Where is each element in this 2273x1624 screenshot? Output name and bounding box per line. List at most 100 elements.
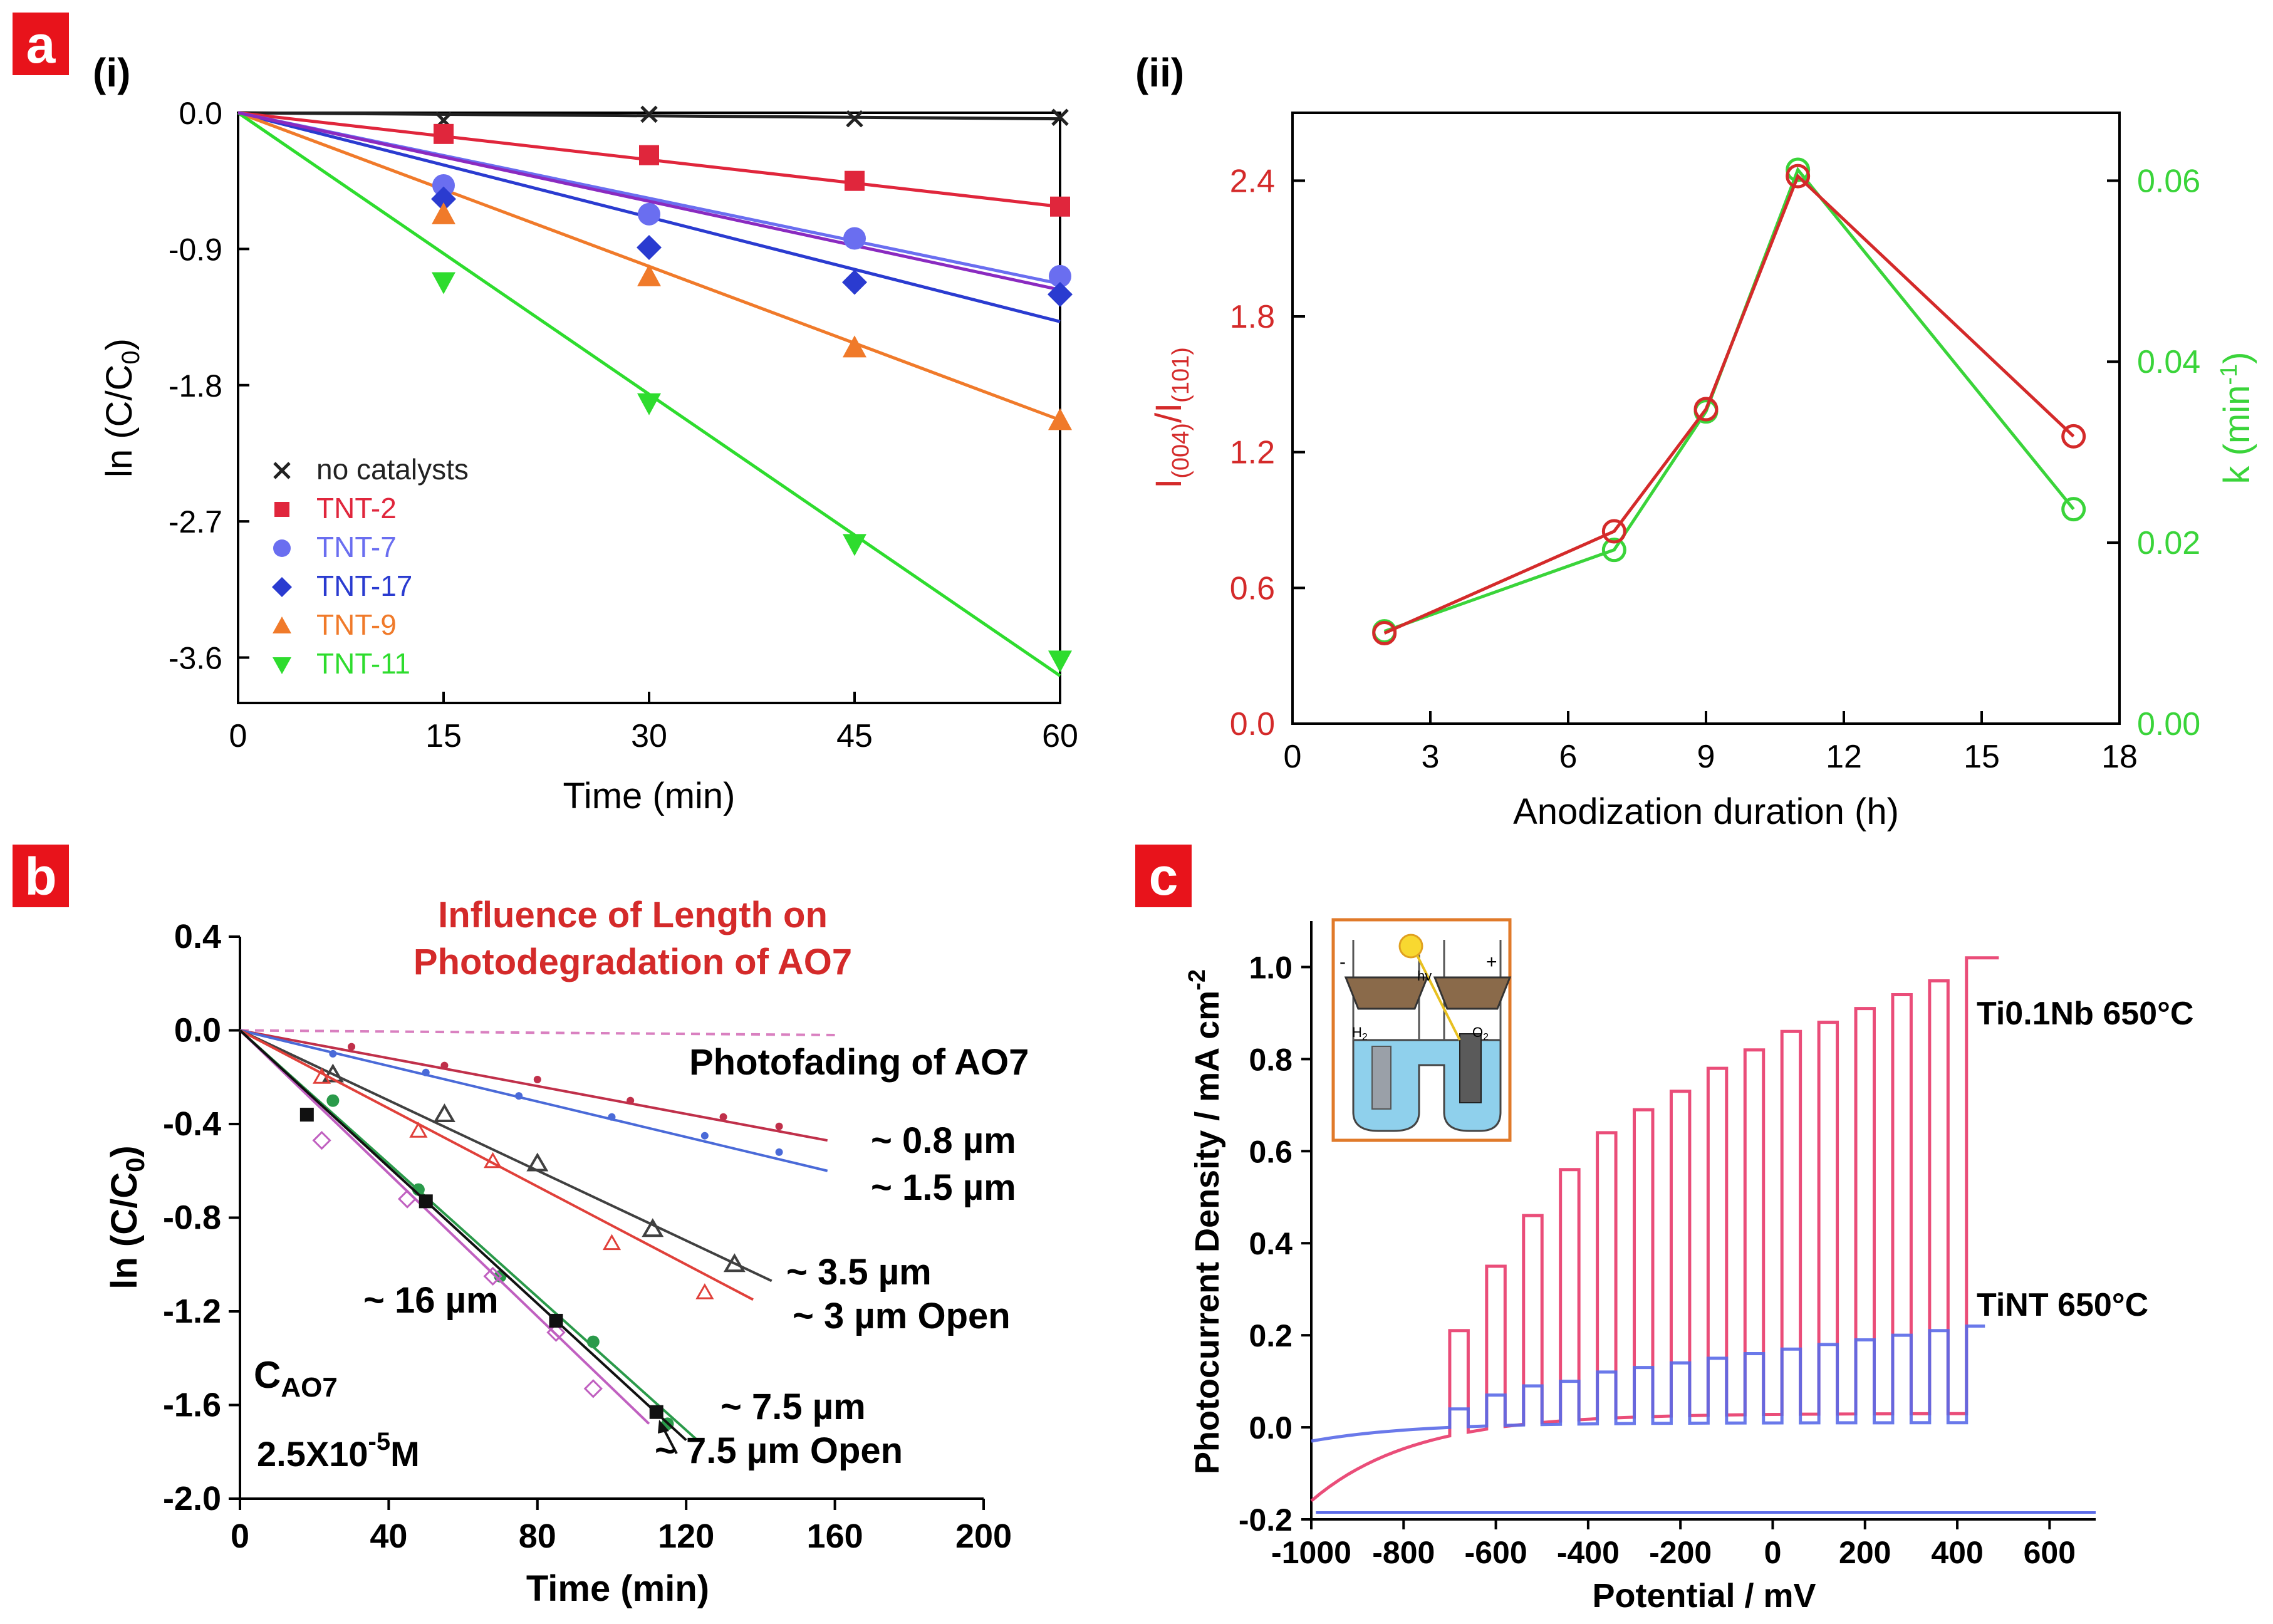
b-xtick-label: 120 — [658, 1517, 714, 1555]
c-inset: - + hv H2 O2 — [1331, 918, 1512, 1142]
panel-b-badge: b — [13, 845, 69, 907]
a-ii-point — [1372, 621, 1397, 646]
a-i-legend-label: TNT-17 — [316, 570, 412, 602]
c-ylabel: Photocurrent Density / mA cm-2 — [1184, 969, 1226, 1474]
b-point — [723, 1253, 746, 1273]
a-i-xtick-label: 0 — [229, 718, 247, 754]
b-ytick-label: 0.0 — [174, 1012, 221, 1049]
b-series-labels: ~ 0.8 µm ~ 1.5 µm ~ 3.5 µm~ 3 µm Open ~ 16 … — [363, 1120, 1016, 1471]
a-ii-ytick-right-label: 0.02 — [2137, 525, 2200, 561]
b-series-label: ~ 3 µm Open — [793, 1296, 1011, 1336]
b-point — [526, 1152, 549, 1172]
c-inset-stopper-right — [1433, 976, 1512, 1010]
c-ytick-label: 0.8 — [1249, 1042, 1293, 1077]
c-xtick-label: 600 — [2024, 1535, 2076, 1570]
a-i-point — [1051, 108, 1069, 127]
a-ii-ticks: 0 3 6 9 12 15 18 0.0 0.6 1.2 1.8 2.4 0.00 0.02 0.04 0.0… — [1230, 163, 2201, 775]
a-ii-series-line — [1383, 167, 2075, 633]
a-i-point — [432, 174, 455, 197]
b-conc-value: 2.5X10-5M — [257, 1428, 420, 1474]
a-ii-ytick-label: 0.0 — [1230, 706, 1275, 742]
c-xtick-label: -800 — [1372, 1535, 1435, 1570]
b-lines — [239, 1029, 835, 1454]
c-series-labels: Ti0.1Nb 650°C TiNT 650°C — [1977, 996, 2193, 1323]
c-ticks: -1000 -800 -600 -400 -200 0 200 400 600-0.20.00.… — [1239, 950, 2076, 1570]
a-i-xtick-label: 45 — [836, 718, 873, 754]
b-series-line — [239, 1029, 699, 1442]
a-i-point — [637, 234, 662, 260]
a-i-point — [434, 123, 454, 144]
b-series-label: ~ 1.5 µm — [871, 1167, 1016, 1208]
a-i-legend-label: no catalysts — [316, 453, 469, 486]
b-point — [586, 1335, 600, 1348]
a-i-ylabel: ln (C/C0) — [99, 338, 145, 477]
a-i-legend-marker — [273, 462, 291, 479]
c-inset-stopper-left — [1344, 976, 1429, 1010]
b-series-label: ~ 7.5 µm — [720, 1387, 866, 1427]
b-point — [775, 1122, 783, 1130]
a-i-point — [1048, 281, 1073, 307]
a-i-point — [1048, 650, 1072, 673]
a-i-point — [637, 393, 661, 415]
c-xtick-label: -1000 — [1271, 1535, 1351, 1570]
c-series-trace — [1311, 1324, 1985, 1443]
a-i-point — [639, 145, 659, 165]
a-i-point — [1049, 264, 1071, 288]
a-i-xtick-label: 30 — [631, 718, 667, 754]
panel-a-ii-sublabel: (ii) — [1135, 50, 1184, 95]
a-i-ytick-label: -3.6 — [169, 641, 222, 676]
a-i-legend-label: TNT-2 — [316, 492, 397, 524]
a-ii-ytick-right-label: 0.06 — [2137, 163, 2200, 199]
a-i-legend-marker — [272, 577, 292, 597]
a-ii-point — [2061, 497, 2086, 522]
panel-a-ii: (ii) 0 3 6 9 12 15 18 0.0 0.6 1.2 1.8 2.4 0.00 0.02 0.… — [1135, 50, 2257, 832]
c-inset-plus: + — [1486, 952, 1497, 972]
b-point — [583, 1379, 603, 1398]
a-ii-ylabel-right: k (min-1) — [2216, 351, 2257, 484]
panel-a-i: (i) 0 15 30 45 60 0.0 -0.9 -1.8 -2.7 -3.6 no cata… — [93, 50, 1078, 816]
c-ytick-label: 0.4 — [1249, 1226, 1293, 1261]
a-i-legend-label: TNT-11 — [316, 647, 410, 680]
b-point — [608, 1113, 616, 1121]
b-ytick-label: -2.0 — [163, 1480, 221, 1517]
b-ylabel: ln (C/C0) — [104, 1145, 150, 1289]
a-ii-xtick-label: 3 — [1422, 739, 1440, 775]
b-ytick-label: -0.4 — [163, 1105, 221, 1143]
panel-a-i-sublabel: (i) — [93, 50, 130, 95]
a-ii-ylabel-left: I(004)/I(101) — [1148, 347, 1194, 489]
c-ytick-label: 0.0 — [1249, 1410, 1293, 1445]
b-point — [433, 1103, 455, 1123]
a-i-point — [432, 272, 455, 294]
a-i-ytick-label: -1.8 — [169, 368, 222, 403]
a-ii-xlabel: Anodization duration (h) — [1513, 791, 1899, 832]
a-ii-point — [1786, 157, 1811, 182]
a-ii-point — [1786, 164, 1811, 189]
b-ytick-label: -0.8 — [163, 1199, 221, 1237]
b-point — [483, 1152, 502, 1169]
c-series-label: Ti0.1Nb 650°C — [1977, 996, 2193, 1032]
c-inset-electrode-left — [1371, 1046, 1391, 1110]
b-point — [419, 1194, 433, 1209]
a-i-xtick-label: 60 — [1042, 718, 1078, 754]
b-point — [549, 1313, 563, 1328]
a-i-point — [638, 202, 660, 226]
panel-c-badge: c — [1135, 845, 1192, 907]
a-ii-xtick-label: 0 — [1284, 739, 1302, 775]
a-i-point — [1048, 408, 1072, 430]
a-i-point — [637, 264, 661, 286]
b-xtick-label: 80 — [519, 1517, 556, 1555]
a-ii-ytick-right-label: 0.00 — [2137, 706, 2200, 742]
c-ytick-label: 0.2 — [1249, 1318, 1293, 1353]
c-xtick-label: 200 — [1839, 1535, 1891, 1570]
c-xtick-label: 400 — [1931, 1535, 1983, 1570]
b-point — [719, 1113, 727, 1121]
c-ytick-label: -0.2 — [1239, 1502, 1293, 1538]
a-ii-series-line — [1383, 173, 2075, 635]
b-ytick-label: -1.2 — [163, 1293, 221, 1330]
b-point — [312, 1131, 331, 1150]
b-title-line2: Photodegradation of AO7 — [414, 942, 852, 982]
b-point — [602, 1234, 622, 1251]
a-i-point — [843, 227, 866, 250]
a-i-point — [845, 170, 865, 191]
b-label-photofading: Photofading of AO7 — [689, 1042, 1029, 1083]
